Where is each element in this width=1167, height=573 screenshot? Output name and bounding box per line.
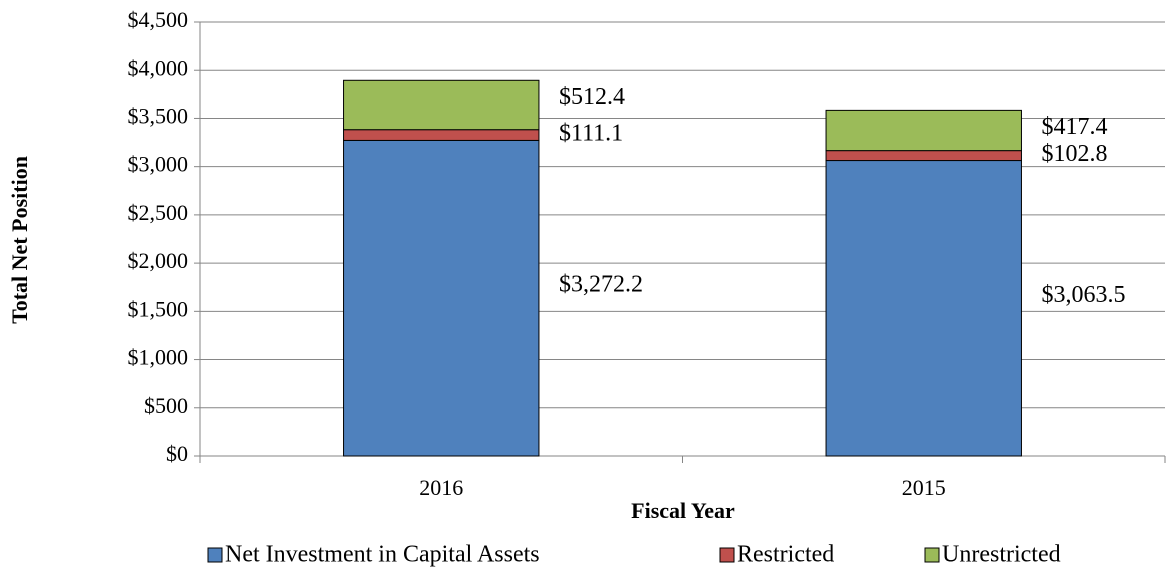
bar-segment — [825, 109, 1022, 152]
bar-segment — [825, 160, 1022, 457]
y-tick-label: $1,000 — [128, 345, 189, 370]
y-tick-label: $4,500 — [128, 7, 189, 32]
y-tick-label: $4,000 — [128, 55, 189, 80]
legend-label: Restricted — [737, 542, 834, 568]
data-label: $512.4 — [559, 84, 625, 110]
bar-segment — [825, 150, 1022, 162]
legend-swatch — [924, 547, 940, 563]
legend-swatch — [207, 547, 223, 563]
y-tick-label: $0 — [166, 441, 188, 466]
legend-swatch — [719, 547, 735, 563]
y-tick-label: $500 — [144, 393, 188, 418]
data-label: $417.4 — [1041, 114, 1107, 140]
y-tick-label: $2,500 — [128, 200, 189, 225]
data-label: $111.1 — [559, 121, 623, 147]
x-tick-label: 2016 — [419, 475, 463, 500]
legend-label: Net Investment in Capital Assets — [225, 542, 540, 568]
y-tick-label: $2,000 — [128, 248, 189, 273]
x-axis-title: Fiscal Year — [631, 498, 735, 523]
legend-label: Unrestricted — [942, 542, 1061, 568]
y-tick-label: $3,500 — [128, 103, 189, 128]
data-label: $102.8 — [1041, 141, 1107, 167]
y-axis-title: Total Net Position — [7, 156, 32, 324]
bar-segment — [343, 129, 540, 141]
y-tick-label: $3,000 — [128, 152, 189, 177]
x-tick-label: 2015 — [902, 475, 946, 500]
data-label: $3,063.5 — [1041, 282, 1125, 308]
bar-segment — [343, 139, 540, 457]
bar-segment — [343, 79, 540, 131]
data-label: $3,272.2 — [559, 272, 643, 298]
y-tick-label: $1,500 — [128, 296, 189, 321]
